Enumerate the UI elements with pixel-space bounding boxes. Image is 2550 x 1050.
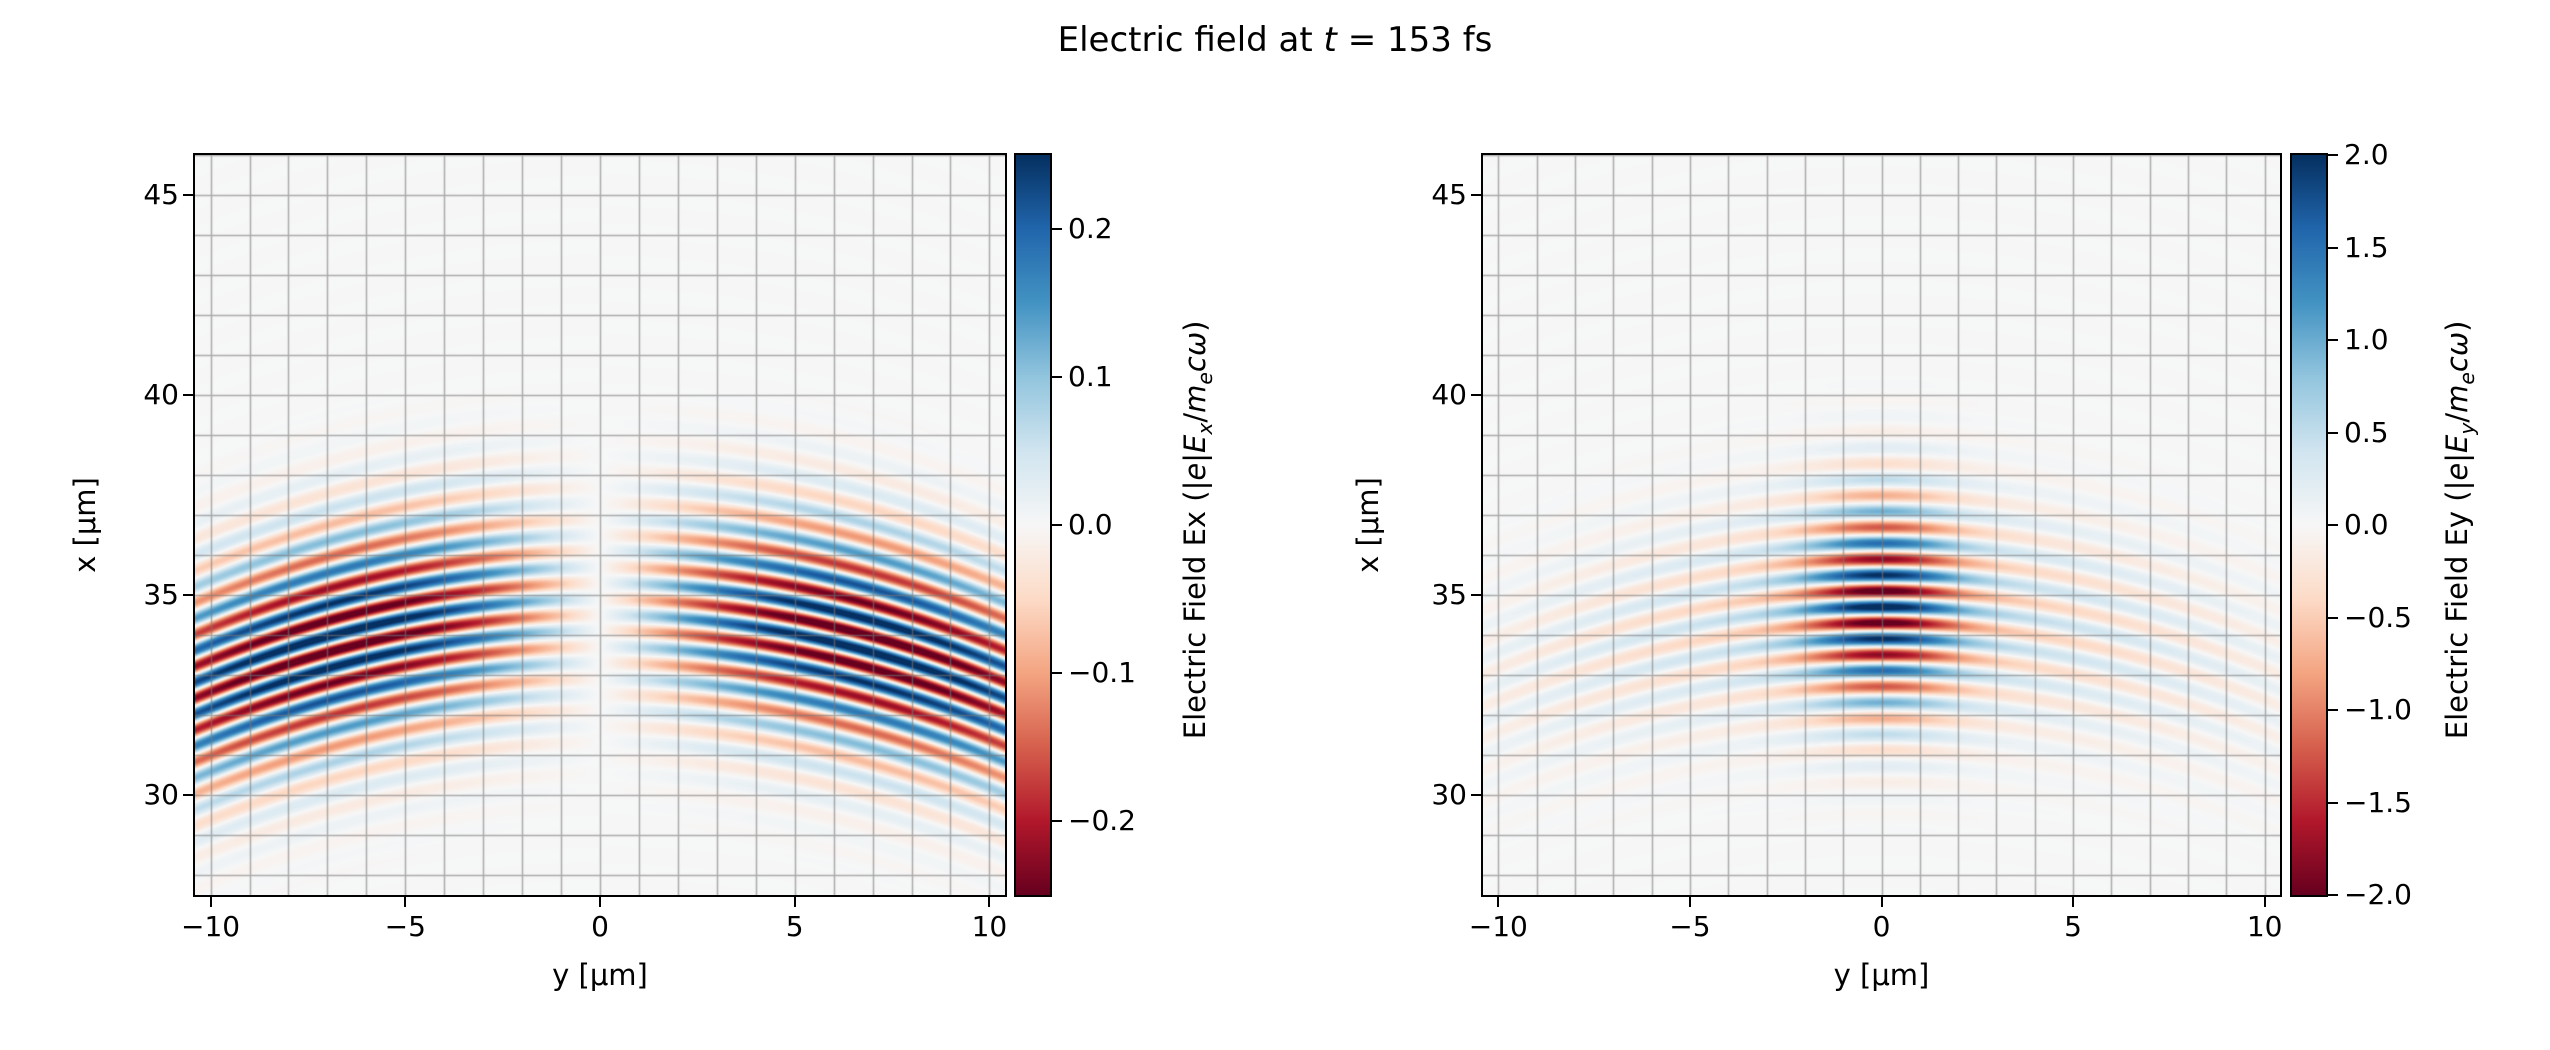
colorbar-tick-mark — [1052, 672, 1062, 674]
x-tick-label: −10 — [1468, 910, 1528, 943]
colorbar-tick-mark — [2328, 801, 2338, 804]
x-tick-mark — [404, 897, 407, 907]
y-tick-label: 35 — [143, 578, 179, 611]
y-tick-label: 45 — [1431, 178, 1467, 211]
x-tick-mark — [1497, 897, 1500, 907]
colorbar-tick-mark — [2328, 154, 2338, 156]
y-tick-label: 40 — [143, 378, 179, 411]
x-tick-label: 5 — [2064, 910, 2082, 943]
colorbar-tick-label: 0.0 — [2344, 508, 2389, 541]
x-axis-label: y [μm] — [1833, 958, 1930, 992]
colorbar-tick-mark — [2328, 616, 2338, 619]
x-tick-label: 10 — [2246, 910, 2283, 943]
colorbar-tick-label: −1.0 — [2344, 693, 2412, 726]
colorbar-gradient — [1016, 155, 1050, 895]
colorbar-tick-label: −0.5 — [2344, 600, 2412, 634]
colorbar-tick-mark — [1052, 376, 1062, 378]
heatmap-canvas-ey — [1483, 155, 2280, 895]
x-tick-label: 10 — [971, 910, 1008, 943]
plot-frame — [193, 153, 1007, 897]
colorbar-frame — [2290, 153, 2328, 897]
y-tick-label: 30 — [143, 778, 179, 811]
colorbar-tick-label: 1.0 — [2344, 323, 2389, 356]
x-tick-mark — [1688, 897, 1691, 907]
y-tick-label: 30 — [1431, 778, 1467, 811]
y-axis-label: x [μm] — [1351, 477, 1385, 573]
x-tick-label: 0 — [591, 910, 609, 943]
colorbar-tick-label: −0.2 — [1068, 804, 1136, 837]
y-tick-label: 40 — [1431, 378, 1467, 411]
x-tick-label: 0 — [1872, 910, 1891, 943]
y-tick-mark — [1471, 194, 1481, 196]
colorbar-label: Electric Field Ey (|e|Ey/mecω) — [2440, 320, 2479, 740]
y-tick-mark — [1471, 594, 1481, 596]
x-tick-label: −5 — [1669, 910, 1711, 943]
x-tick-label: 5 — [785, 910, 804, 943]
colorbar-tick-label: 0.1 — [1068, 360, 1113, 393]
y-tick-mark — [1471, 394, 1481, 396]
x-tick-label: −5 — [384, 910, 426, 943]
y-tick-mark — [1471, 794, 1481, 796]
x-tick-mark — [2072, 897, 2075, 907]
colorbar-tick-mark — [2328, 431, 2338, 434]
y-tick-mark — [183, 794, 193, 796]
colorbar-frame — [1014, 153, 1052, 897]
y-tick-mark — [183, 394, 193, 396]
colorbar-tick-label: 0.0 — [1068, 508, 1113, 541]
x-tick-mark — [2263, 897, 2266, 907]
colorbar-tick-label: 0.2 — [1068, 212, 1113, 245]
y-tick-label: 35 — [1431, 578, 1467, 611]
colorbar-tick-mark — [2328, 524, 2338, 526]
colorbar-tick-label: −1.5 — [2344, 785, 2412, 819]
colorbar-tick-mark — [2328, 709, 2338, 711]
colorbar-tick-mark — [2328, 339, 2338, 341]
colorbar-tick-label: −2.0 — [2344, 878, 2412, 911]
colorbar-tick-mark — [1052, 524, 1062, 526]
figure-title: Electric field at t = 153 fs — [1057, 20, 1493, 60]
x-tick-label: −10 — [181, 910, 241, 943]
colorbar-tick-mark — [1052, 228, 1062, 230]
colorbar-tick-mark — [2328, 246, 2338, 249]
colorbar-gradient — [2292, 155, 2326, 895]
x-tick-mark — [209, 897, 212, 907]
x-tick-mark — [1880, 897, 1883, 907]
colorbar-tick-label: 2.0 — [2344, 138, 2389, 171]
x-tick-mark — [599, 897, 601, 907]
colorbar-tick-mark — [2328, 894, 2338, 896]
heatmap-canvas-ex — [195, 155, 1005, 895]
y-tick-label: 45 — [143, 178, 179, 211]
colorbar-tick-label: 0.5 — [2344, 415, 2389, 449]
colorbar-tick-label: 1.5 — [2344, 230, 2389, 264]
colorbar-tick-label: −0.1 — [1068, 656, 1136, 689]
x-tick-mark — [793, 897, 796, 907]
y-tick-mark — [183, 194, 193, 196]
x-tick-mark — [988, 897, 991, 907]
colorbar-tick-mark — [1052, 820, 1062, 822]
x-axis-label: y [μm] — [552, 958, 648, 992]
plot-frame — [1481, 153, 2282, 897]
y-tick-mark — [183, 594, 193, 596]
